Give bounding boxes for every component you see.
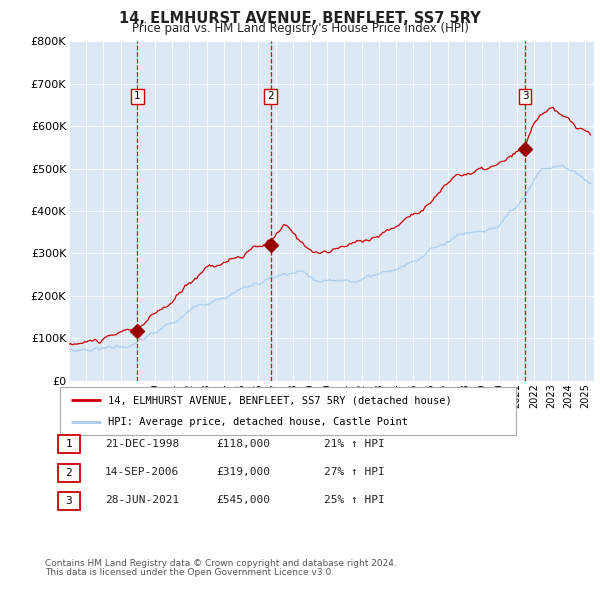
Text: 3: 3 xyxy=(521,91,528,101)
Text: 14-SEP-2006: 14-SEP-2006 xyxy=(105,467,179,477)
Text: £118,000: £118,000 xyxy=(216,439,270,448)
Text: 1: 1 xyxy=(134,91,140,101)
Text: 2: 2 xyxy=(267,91,274,101)
Text: 14, ELMHURST AVENUE, BENFLEET, SS7 5RY: 14, ELMHURST AVENUE, BENFLEET, SS7 5RY xyxy=(119,11,481,25)
Text: 21% ↑ HPI: 21% ↑ HPI xyxy=(324,439,385,448)
Text: £545,000: £545,000 xyxy=(216,496,270,505)
Text: 27% ↑ HPI: 27% ↑ HPI xyxy=(324,467,385,477)
Text: 21-DEC-1998: 21-DEC-1998 xyxy=(105,439,179,448)
Text: £319,000: £319,000 xyxy=(216,467,270,477)
Text: 3: 3 xyxy=(65,496,73,506)
Text: This data is licensed under the Open Government Licence v3.0.: This data is licensed under the Open Gov… xyxy=(45,568,334,577)
Text: 14, ELMHURST AVENUE, BENFLEET, SS7 5RY (detached house): 14, ELMHURST AVENUE, BENFLEET, SS7 5RY (… xyxy=(108,395,452,405)
Text: 25% ↑ HPI: 25% ↑ HPI xyxy=(324,496,385,505)
Text: Price paid vs. HM Land Registry's House Price Index (HPI): Price paid vs. HM Land Registry's House … xyxy=(131,22,469,35)
Text: HPI: Average price, detached house, Castle Point: HPI: Average price, detached house, Cast… xyxy=(108,417,408,427)
Text: Contains HM Land Registry data © Crown copyright and database right 2024.: Contains HM Land Registry data © Crown c… xyxy=(45,559,397,568)
Text: 2: 2 xyxy=(65,468,73,477)
Text: 28-JUN-2021: 28-JUN-2021 xyxy=(105,496,179,505)
Text: 1: 1 xyxy=(65,440,73,449)
